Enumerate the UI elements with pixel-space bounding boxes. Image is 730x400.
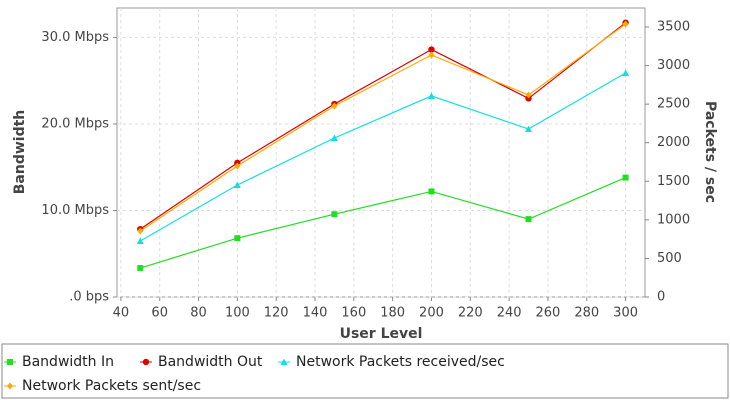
legend-label: Bandwidth Out	[158, 354, 263, 370]
marker	[525, 125, 533, 132]
x-tick-label: 80	[190, 306, 207, 321]
marker	[525, 91, 532, 99]
y2-tick-label: 2000	[657, 135, 690, 150]
series-line	[139, 23, 626, 232]
y2-tick-label: 1500	[657, 174, 690, 189]
marker	[428, 51, 435, 59]
marker	[142, 358, 150, 366]
legend-label: Bandwidth In	[22, 354, 114, 370]
y2-axis-title: Packets / sec	[702, 101, 718, 203]
x-tick-label: 260	[536, 306, 561, 321]
series-line	[139, 72, 626, 242]
y2-tick-label: 0	[657, 290, 665, 305]
x-tick-label: 220	[458, 306, 483, 321]
y-tick-label: 10.0 Mbps	[41, 203, 109, 218]
y-tick-label: 20.0 Mbps	[41, 116, 109, 131]
series-line	[140, 177, 626, 269]
y-tick-label: .0 bps	[69, 290, 109, 305]
marker	[330, 134, 338, 141]
marker	[525, 216, 532, 223]
marker	[428, 188, 435, 195]
x-tick-label: 140	[303, 306, 328, 321]
y2-tick-label: 500	[657, 251, 682, 266]
marker	[137, 265, 144, 272]
y2-tick-label: 1000	[657, 212, 690, 227]
x-tick-label: 60	[151, 306, 168, 321]
legend-label: Network Packets sent/sec	[22, 378, 201, 394]
legend-box	[1, 343, 729, 399]
x-axis-title: User Level	[340, 326, 423, 342]
marker	[7, 382, 13, 390]
x-tick-label: 100	[225, 306, 250, 321]
y2-tick-label: 3000	[657, 58, 690, 73]
marker	[622, 20, 629, 28]
marker	[622, 69, 630, 76]
x-tick-label: 300	[613, 306, 638, 321]
marker	[234, 162, 241, 170]
x-tick-label: 180	[380, 306, 405, 321]
marker	[428, 46, 435, 53]
x-tick-label: 40	[113, 306, 130, 321]
y2-tick-label: 2500	[657, 97, 690, 112]
marker	[136, 237, 144, 244]
marker	[137, 227, 144, 235]
y-axis-title: Bandwidth	[12, 110, 28, 195]
marker	[234, 235, 241, 242]
plot-area	[116, 7, 646, 298]
marker	[280, 358, 288, 365]
y2-tick-label: 3500	[657, 19, 690, 34]
x-tick-label: 120	[264, 306, 289, 321]
marker	[331, 211, 338, 218]
legend-label: Network Packets received/sec	[296, 354, 505, 370]
x-tick-label: 280	[574, 306, 599, 321]
x-tick-label: 200	[419, 306, 444, 321]
marker	[622, 174, 629, 181]
marker	[233, 181, 241, 188]
x-tick-label: 240	[497, 306, 522, 321]
x-tick-label: 160	[341, 306, 366, 321]
marker	[7, 359, 13, 365]
marker	[331, 102, 338, 110]
marker	[427, 92, 435, 99]
series-line	[139, 22, 626, 230]
y-tick-label: 30.0 Mbps	[41, 30, 109, 45]
